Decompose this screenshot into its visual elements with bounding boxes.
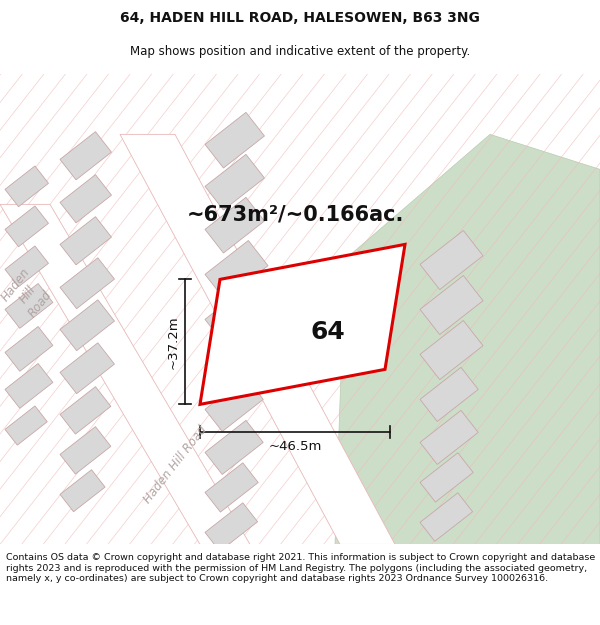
Polygon shape: [5, 206, 49, 247]
Polygon shape: [5, 246, 49, 287]
Polygon shape: [120, 134, 395, 544]
Text: Haden Hill Road: Haden Hill Road: [141, 423, 209, 506]
Polygon shape: [5, 406, 47, 445]
Polygon shape: [60, 258, 115, 309]
Text: Haden
Hill
Road: Haden Hill Road: [0, 266, 57, 322]
Polygon shape: [60, 300, 115, 351]
Polygon shape: [205, 198, 265, 253]
Polygon shape: [205, 463, 258, 512]
Polygon shape: [5, 284, 53, 328]
Polygon shape: [420, 276, 483, 334]
Polygon shape: [335, 134, 600, 544]
Polygon shape: [205, 503, 257, 551]
Polygon shape: [420, 368, 478, 421]
Polygon shape: [205, 286, 268, 344]
Text: Map shows position and indicative extent of the property.: Map shows position and indicative extent…: [130, 45, 470, 58]
Polygon shape: [0, 204, 250, 544]
Polygon shape: [60, 217, 112, 265]
Polygon shape: [420, 231, 483, 289]
Polygon shape: [60, 427, 111, 474]
Text: ~673m²/~0.166ac.: ~673m²/~0.166ac.: [187, 204, 404, 224]
Polygon shape: [60, 387, 111, 434]
Polygon shape: [420, 493, 473, 541]
Polygon shape: [205, 331, 268, 389]
Text: 64, HADEN HILL ROAD, HALESOWEN, B63 3NG: 64, HADEN HILL ROAD, HALESOWEN, B63 3NG: [120, 11, 480, 26]
Polygon shape: [205, 421, 263, 474]
Polygon shape: [60, 343, 115, 394]
Text: ~37.2m: ~37.2m: [167, 315, 179, 369]
Polygon shape: [420, 321, 483, 379]
Polygon shape: [200, 244, 405, 404]
Polygon shape: [205, 112, 265, 168]
Polygon shape: [60, 174, 112, 223]
Polygon shape: [5, 166, 49, 207]
Polygon shape: [60, 132, 112, 180]
Polygon shape: [205, 378, 263, 431]
Text: ~46.5m: ~46.5m: [268, 440, 322, 453]
Polygon shape: [205, 241, 268, 299]
Text: 64: 64: [310, 321, 345, 344]
Polygon shape: [420, 453, 473, 502]
Text: Contains OS data © Crown copyright and database right 2021. This information is : Contains OS data © Crown copyright and d…: [6, 553, 595, 583]
Polygon shape: [420, 411, 478, 464]
Polygon shape: [5, 364, 53, 408]
Polygon shape: [60, 470, 105, 512]
Polygon shape: [205, 154, 265, 210]
Polygon shape: [5, 326, 53, 371]
